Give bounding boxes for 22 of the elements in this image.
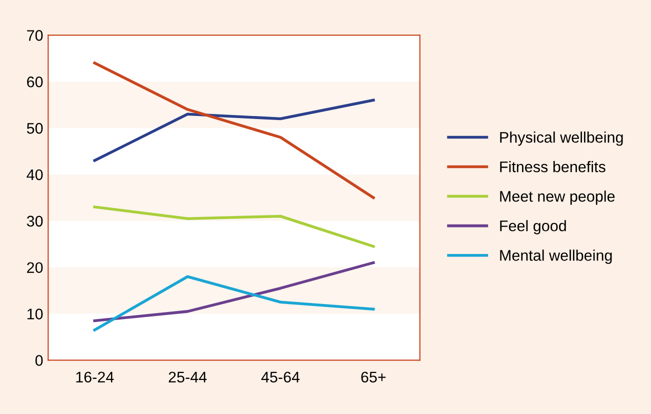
y-tick-label: 60 <box>27 76 43 88</box>
line-series <box>93 275 375 332</box>
y-tick-label: 10 <box>27 308 43 320</box>
line-series <box>93 261 375 322</box>
x-tick-label: 65+ <box>361 372 386 383</box>
x-tick-label: 45-64 <box>261 372 300 383</box>
line-series <box>93 98 375 162</box>
line-series <box>93 206 375 248</box>
y-tick-label: 0 <box>35 355 43 366</box>
legend-label: Physical wellbeing <box>500 132 623 146</box>
legend-label: Mental wellbeing <box>500 250 612 264</box>
y-tick-label: 70 <box>27 30 43 41</box>
y-tick-label: 30 <box>26 216 43 227</box>
line-series <box>93 62 375 200</box>
y-tick-label: 20 <box>27 262 43 274</box>
x-tick-label: 16-24 <box>76 372 114 383</box>
legend-label: Feel good <box>500 220 566 234</box>
x-tick-label: 25-44 <box>168 372 207 383</box>
legend-label: Fitness benefits <box>500 161 606 172</box>
legend-label: Meet new people <box>500 190 615 205</box>
y-tick-label: 50 <box>26 122 43 134</box>
y-tick-label: 40 <box>26 169 43 180</box>
